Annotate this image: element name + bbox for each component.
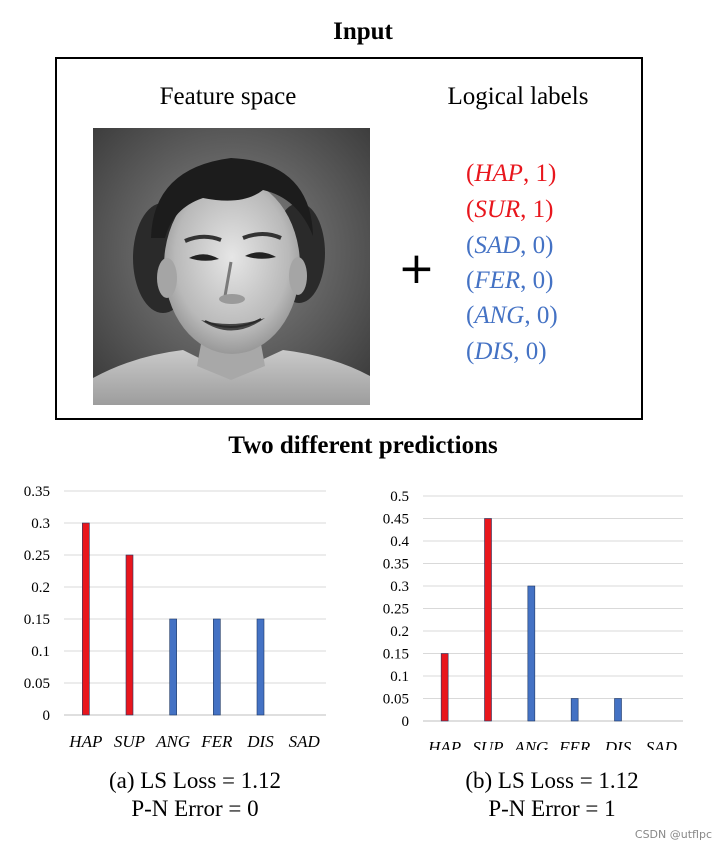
y-tick-label: 0.15 [383, 647, 409, 663]
chart-a: 0 0.05 0.1 0.15 0.2 0.25 0.3 0.35 HAP SUP ANG FER DI… [24, 484, 326, 748]
x-tick-label: HAP [427, 738, 461, 750]
caption-b-line-1: (b) LS Loss = 1.12 [465, 768, 639, 793]
logical-label-item: (DIS, 0) [466, 338, 547, 365]
logical-label-item: (SUR, 1) [466, 196, 554, 223]
input-box [55, 57, 643, 420]
x-tick-label: FER [200, 732, 233, 748]
caption-b-line-2: P-N Error = 1 [488, 795, 616, 821]
y-tick-label: 0.2 [390, 624, 409, 640]
y-tick-label: 0.2 [31, 580, 50, 596]
bar-sup [484, 518, 492, 722]
y-tick-label: 0 [43, 708, 51, 724]
bar-ang [169, 618, 177, 716]
face-photo [93, 128, 370, 405]
y-tick-label: 0.05 [383, 692, 409, 708]
plus-sign: + [398, 243, 435, 294]
x-tick-label: HAP [68, 732, 102, 748]
y-tick-label: 0.15 [24, 612, 50, 628]
label-name: HAP [474, 160, 523, 187]
x-tick-label: SAD [289, 732, 321, 748]
y-tick-label: 0.5 [390, 489, 409, 505]
label-name: FER [474, 267, 521, 294]
x-tick-label: DIS [246, 732, 274, 748]
bar-dis [256, 618, 265, 716]
bar-fer [213, 618, 221, 716]
label-value: 0 [525, 338, 539, 365]
label-value: 1 [532, 196, 546, 223]
bar-dis [614, 698, 622, 722]
y-tick-label: 0.25 [383, 602, 409, 618]
label-name: SUR [474, 196, 521, 223]
bar-hap [82, 522, 90, 716]
bar-ang [527, 585, 536, 722]
x-tick-label: ANG [513, 738, 548, 750]
y-tick-label: 0.1 [390, 669, 409, 685]
y-tick-label: 0.35 [383, 557, 409, 573]
label-name: SAD [474, 232, 521, 259]
y-tick-label: 0.05 [24, 676, 50, 692]
y-tick-label: 0 [402, 714, 410, 730]
x-tick-label: ANG [155, 732, 190, 748]
y-tick-label: 0.25 [24, 548, 50, 564]
y-tick-label: 0.3 [31, 516, 50, 532]
label-value: 0 [536, 302, 550, 329]
feature-space-label: Feature space [159, 83, 297, 110]
y-tick-label: 0.4 [390, 534, 409, 550]
caption-a-line-2: P-N Error = 0 [131, 795, 259, 821]
label-value: 0 [532, 232, 546, 259]
watermark: CSDN @utflpc [634, 828, 712, 841]
label-name: ANG [474, 302, 525, 329]
label-value: 0 [532, 267, 546, 294]
x-tick-label: SUP [114, 732, 145, 748]
y-tick-label: 0.45 [383, 512, 409, 528]
bar-hap [440, 653, 449, 722]
bar-fer [570, 698, 579, 722]
input-title: Input [333, 18, 393, 45]
caption-a: (a) LS Loss = 1.12 P-N Error = 0 [60, 767, 330, 822]
logical-labels-label: Logical labels [447, 83, 589, 110]
y-tick-label: 0.35 [24, 484, 50, 500]
logical-label-item: (SAD, 0) [466, 232, 554, 259]
predictions-title: Two different predictions [228, 432, 498, 459]
bar-sup [125, 554, 134, 716]
x-tick-label: SUP [472, 738, 503, 750]
x-tick-label: SAD [646, 738, 678, 750]
label-value: 1 [535, 160, 548, 187]
logical-label-item: (FER, 0) [466, 267, 554, 294]
caption-b: (b) LS Loss = 1.12 P-N Error = 1 [412, 767, 692, 822]
logical-label-item: (ANG, 0) [466, 302, 558, 329]
caption-a-line-1: (a) LS Loss = 1.12 [108, 768, 282, 793]
y-tick-label: 0.3 [390, 579, 409, 595]
y-tick-label: 0.1 [31, 644, 50, 660]
x-tick-label: DIS [604, 738, 632, 750]
x-tick-label: FER [558, 738, 591, 750]
label-name: DIS [474, 338, 514, 365]
logical-label-item: (HAP, 1) [466, 160, 557, 187]
chart-b: 0 0.05 0.1 0.15 0.2 0.25 0.3 0.35 0.4 0.45 0.5 HAP S… [383, 489, 683, 750]
